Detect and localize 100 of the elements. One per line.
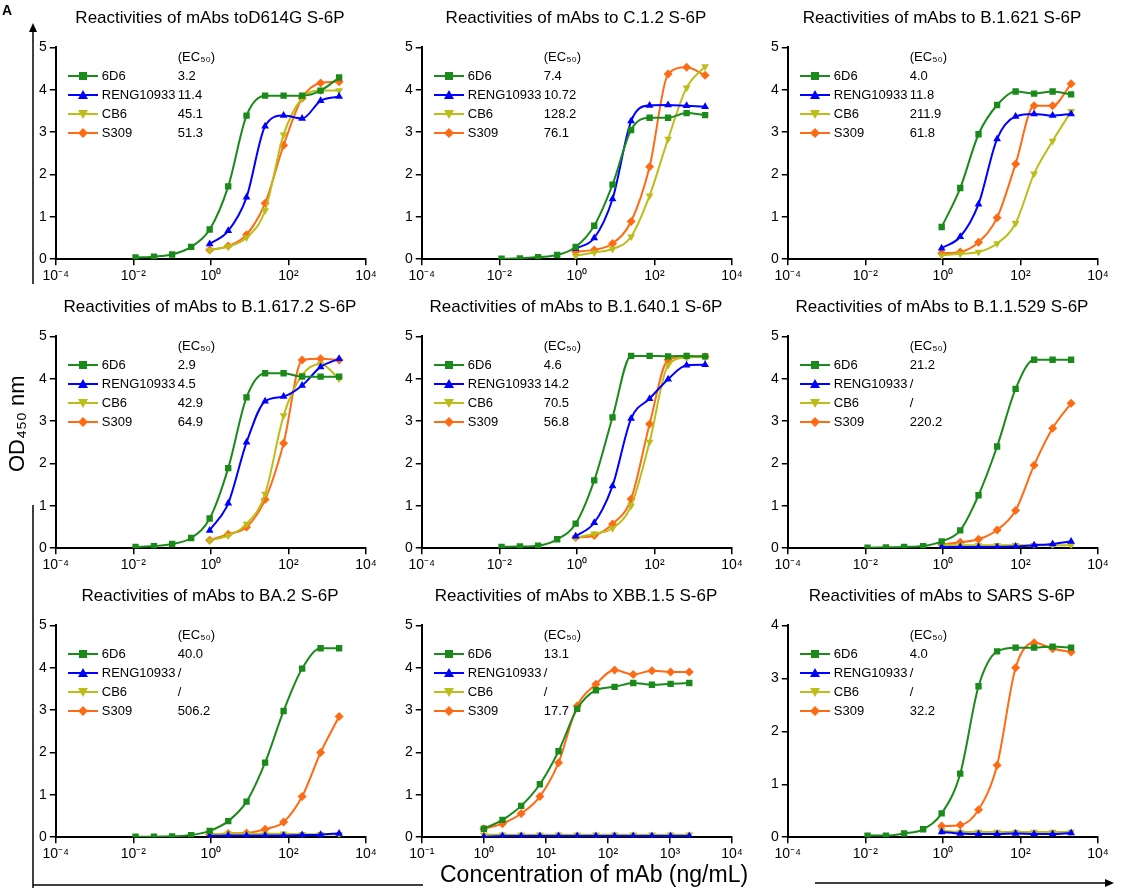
legend-title: (EC₅₀) [909,625,948,644]
y-tick-label: 0 [38,250,47,267]
x-tick-label: 10⁴ [1087,845,1109,862]
x-tick-label: 10⁴ [1087,267,1109,284]
y-tick-label: 3 [404,700,413,717]
legend-label: 6D6 [101,644,127,663]
y-tick-label: 5 [404,327,413,344]
y-tick-label: 3 [38,122,47,139]
legend-label: S309 [467,701,500,720]
x-tick-label: 10⁰ [932,267,954,284]
annotation: 128.2 [543,104,578,123]
y-tick-label: 4 [770,369,779,386]
annotation: 4.6 [543,355,563,374]
annotation: / [543,682,549,701]
legend-label: CB6 [467,682,495,701]
y-tick-label: 2 [770,722,779,739]
chart-title: Reactivities of mAbs to C.1.2 S-6P [444,8,708,28]
annotation: 13.1 [543,644,571,663]
y-tick-label: 1 [404,785,413,802]
x-tick-label: 10⁰ [932,845,954,862]
x-axis-title: Concentration of mAb (ng/mL) [440,861,749,888]
annotation: 7.4 [543,66,563,85]
annotation: / [543,663,549,682]
legend-label: 6D6 [467,355,493,374]
legend-label: 6D6 [833,644,859,663]
y-tick-label: 2 [404,454,413,471]
annotation: 70.5 [543,393,571,412]
annotation: 4.0 [909,644,929,663]
annotation: / [177,663,183,682]
annotation: 10.72 [543,85,578,104]
x-tick-label: 10⁴ [355,267,377,284]
x-tick-label: 10⁻² [486,556,513,573]
y-tick-label: 4 [404,80,413,97]
legend-label: CB6 [101,104,129,123]
legend-label: RENG10933 [101,374,177,393]
y-tick-label: 5 [770,38,779,55]
y-tick-label: 2 [770,454,779,471]
y-tick-label: 4 [770,80,779,97]
x-tick-label: 10⁰ [473,845,495,862]
legend-label: RENG10933 [467,85,543,104]
chart-title: Reactivities of mAbs to BA.2 S-6P [80,586,340,606]
legend-title: (EC₅₀) [177,336,216,355]
x-tick-label: 10⁻⁴ [774,845,802,862]
x-tick-label: 10⁰ [200,845,222,862]
legend-label: CB6 [833,682,861,701]
legend-label: RENG10933 [467,374,543,393]
annotation: 17.7 [543,701,571,720]
y-tick-label: 3 [770,411,779,428]
x-tick-label: 10² [1010,845,1031,862]
y-axis-title: OD₄₅₀ nm [4,375,30,472]
x-tick-label: 10⁴ [355,845,377,862]
y-tick-label: 5 [38,38,47,55]
x-tick-label: 10⁻⁴ [408,556,436,573]
x-tick-label: 10⁻² [852,845,879,862]
chart-title: Reactivities of mAbs toD614G S-6P [74,8,346,28]
y-tick-label: 0 [404,828,413,845]
annotation: 32.2 [909,701,937,720]
legend-label: RENG10933 [101,85,177,104]
legend-label: 6D6 [833,355,859,374]
chart-title: Reactivities of mAbs to B.1.640.1 S-6P [428,297,724,317]
y-tick-label: 3 [38,411,47,428]
legend-label: S309 [833,412,866,431]
annotation: 76.1 [543,123,571,142]
legend-label: CB6 [101,393,129,412]
legend-label: CB6 [101,682,129,701]
x-tick-label: 10⁰ [566,556,588,573]
x-tick-label: 10⁻² [120,267,147,284]
legend-title: (EC₅₀) [543,625,582,644]
x-tick-label: 10⁻⁴ [42,267,70,284]
y-tick-label: 4 [38,658,47,675]
annotation: 64.9 [177,412,205,431]
y-tick-label: 3 [38,700,47,717]
annotation: 211.9 [909,104,943,123]
annotation: 21.2 [909,355,937,374]
annotation: / [909,393,915,412]
x-tick-label: 10² [278,267,299,284]
x-tick-label: 10⁻² [486,267,513,284]
y-tick-label: 2 [770,165,779,182]
y-tick-label: 2 [38,743,47,760]
y-tick-label: 3 [770,669,779,686]
chart-title: Reactivities of mAbs to XBB.1.5 S-6P [433,586,719,606]
y-tick-label: 1 [38,785,47,802]
legend-label: S309 [833,123,866,142]
y-tick-label: 5 [38,327,47,344]
legend-label: CB6 [833,393,861,412]
x-tick-label: 10⁻² [852,556,879,573]
annotation: 220.2 [909,412,944,431]
x-tick-label: 10⁻⁴ [408,267,436,284]
x-tick-label: 10⁴ [355,556,377,573]
y-tick-label: 4 [770,616,779,633]
x-tick-label: 10⁻² [120,845,147,862]
annotation: 11.8 [909,85,936,104]
x-tick-label: 10⁴ [721,556,743,573]
y-tick-label: 3 [404,411,413,428]
x-tick-label: 10⁰ [200,556,222,573]
y-tick-label: 4 [404,369,413,386]
legend-label: S309 [467,412,500,431]
x-tick-label: 10² [644,267,665,284]
y-tick-label: 1 [770,775,779,792]
annotation: 51.3 [177,123,205,142]
